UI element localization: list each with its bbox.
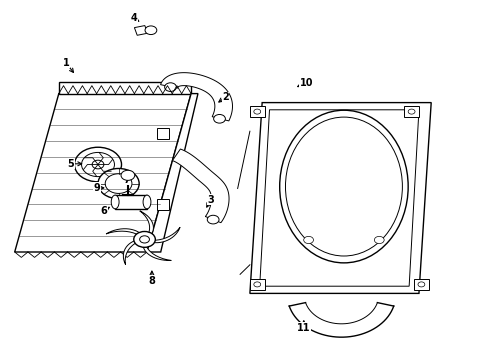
Text: 2: 2 <box>222 92 229 102</box>
Ellipse shape <box>143 195 151 209</box>
Ellipse shape <box>286 117 402 256</box>
Text: 10: 10 <box>299 78 313 88</box>
Bar <box>115 195 147 209</box>
Polygon shape <box>147 94 198 252</box>
Circle shape <box>81 152 115 177</box>
Circle shape <box>165 83 176 91</box>
Text: 7: 7 <box>123 175 130 185</box>
Polygon shape <box>15 94 191 252</box>
Text: 11: 11 <box>297 323 311 333</box>
Circle shape <box>207 215 219 224</box>
Circle shape <box>254 282 261 287</box>
Text: 9: 9 <box>94 183 100 193</box>
Circle shape <box>105 174 132 193</box>
Text: 1: 1 <box>63 58 70 68</box>
Circle shape <box>92 160 104 169</box>
Circle shape <box>98 168 139 199</box>
Ellipse shape <box>111 195 119 209</box>
Text: 3: 3 <box>207 195 214 205</box>
Polygon shape <box>260 110 419 286</box>
Circle shape <box>374 237 384 244</box>
Circle shape <box>134 231 155 247</box>
Circle shape <box>121 170 135 180</box>
Ellipse shape <box>280 110 408 263</box>
Text: 5: 5 <box>68 159 74 169</box>
Text: 6: 6 <box>100 206 107 216</box>
Bar <box>157 199 169 210</box>
Polygon shape <box>143 239 171 261</box>
Circle shape <box>418 282 425 287</box>
Circle shape <box>254 109 261 114</box>
Circle shape <box>140 236 149 243</box>
Circle shape <box>408 109 415 114</box>
Polygon shape <box>172 149 229 223</box>
Bar <box>157 128 169 139</box>
Bar <box>134 26 147 35</box>
Polygon shape <box>59 82 191 94</box>
Polygon shape <box>106 229 145 239</box>
Bar <box>414 279 429 290</box>
Polygon shape <box>250 103 431 293</box>
Bar <box>404 106 419 117</box>
Text: 4: 4 <box>130 13 137 23</box>
Polygon shape <box>140 211 153 239</box>
Polygon shape <box>123 239 145 265</box>
Circle shape <box>74 147 122 182</box>
Polygon shape <box>161 73 232 121</box>
Polygon shape <box>145 227 180 243</box>
Bar <box>250 106 265 117</box>
Circle shape <box>145 26 157 35</box>
Circle shape <box>304 237 314 244</box>
Bar <box>250 279 265 290</box>
Text: 8: 8 <box>148 276 155 286</box>
Circle shape <box>214 114 225 123</box>
